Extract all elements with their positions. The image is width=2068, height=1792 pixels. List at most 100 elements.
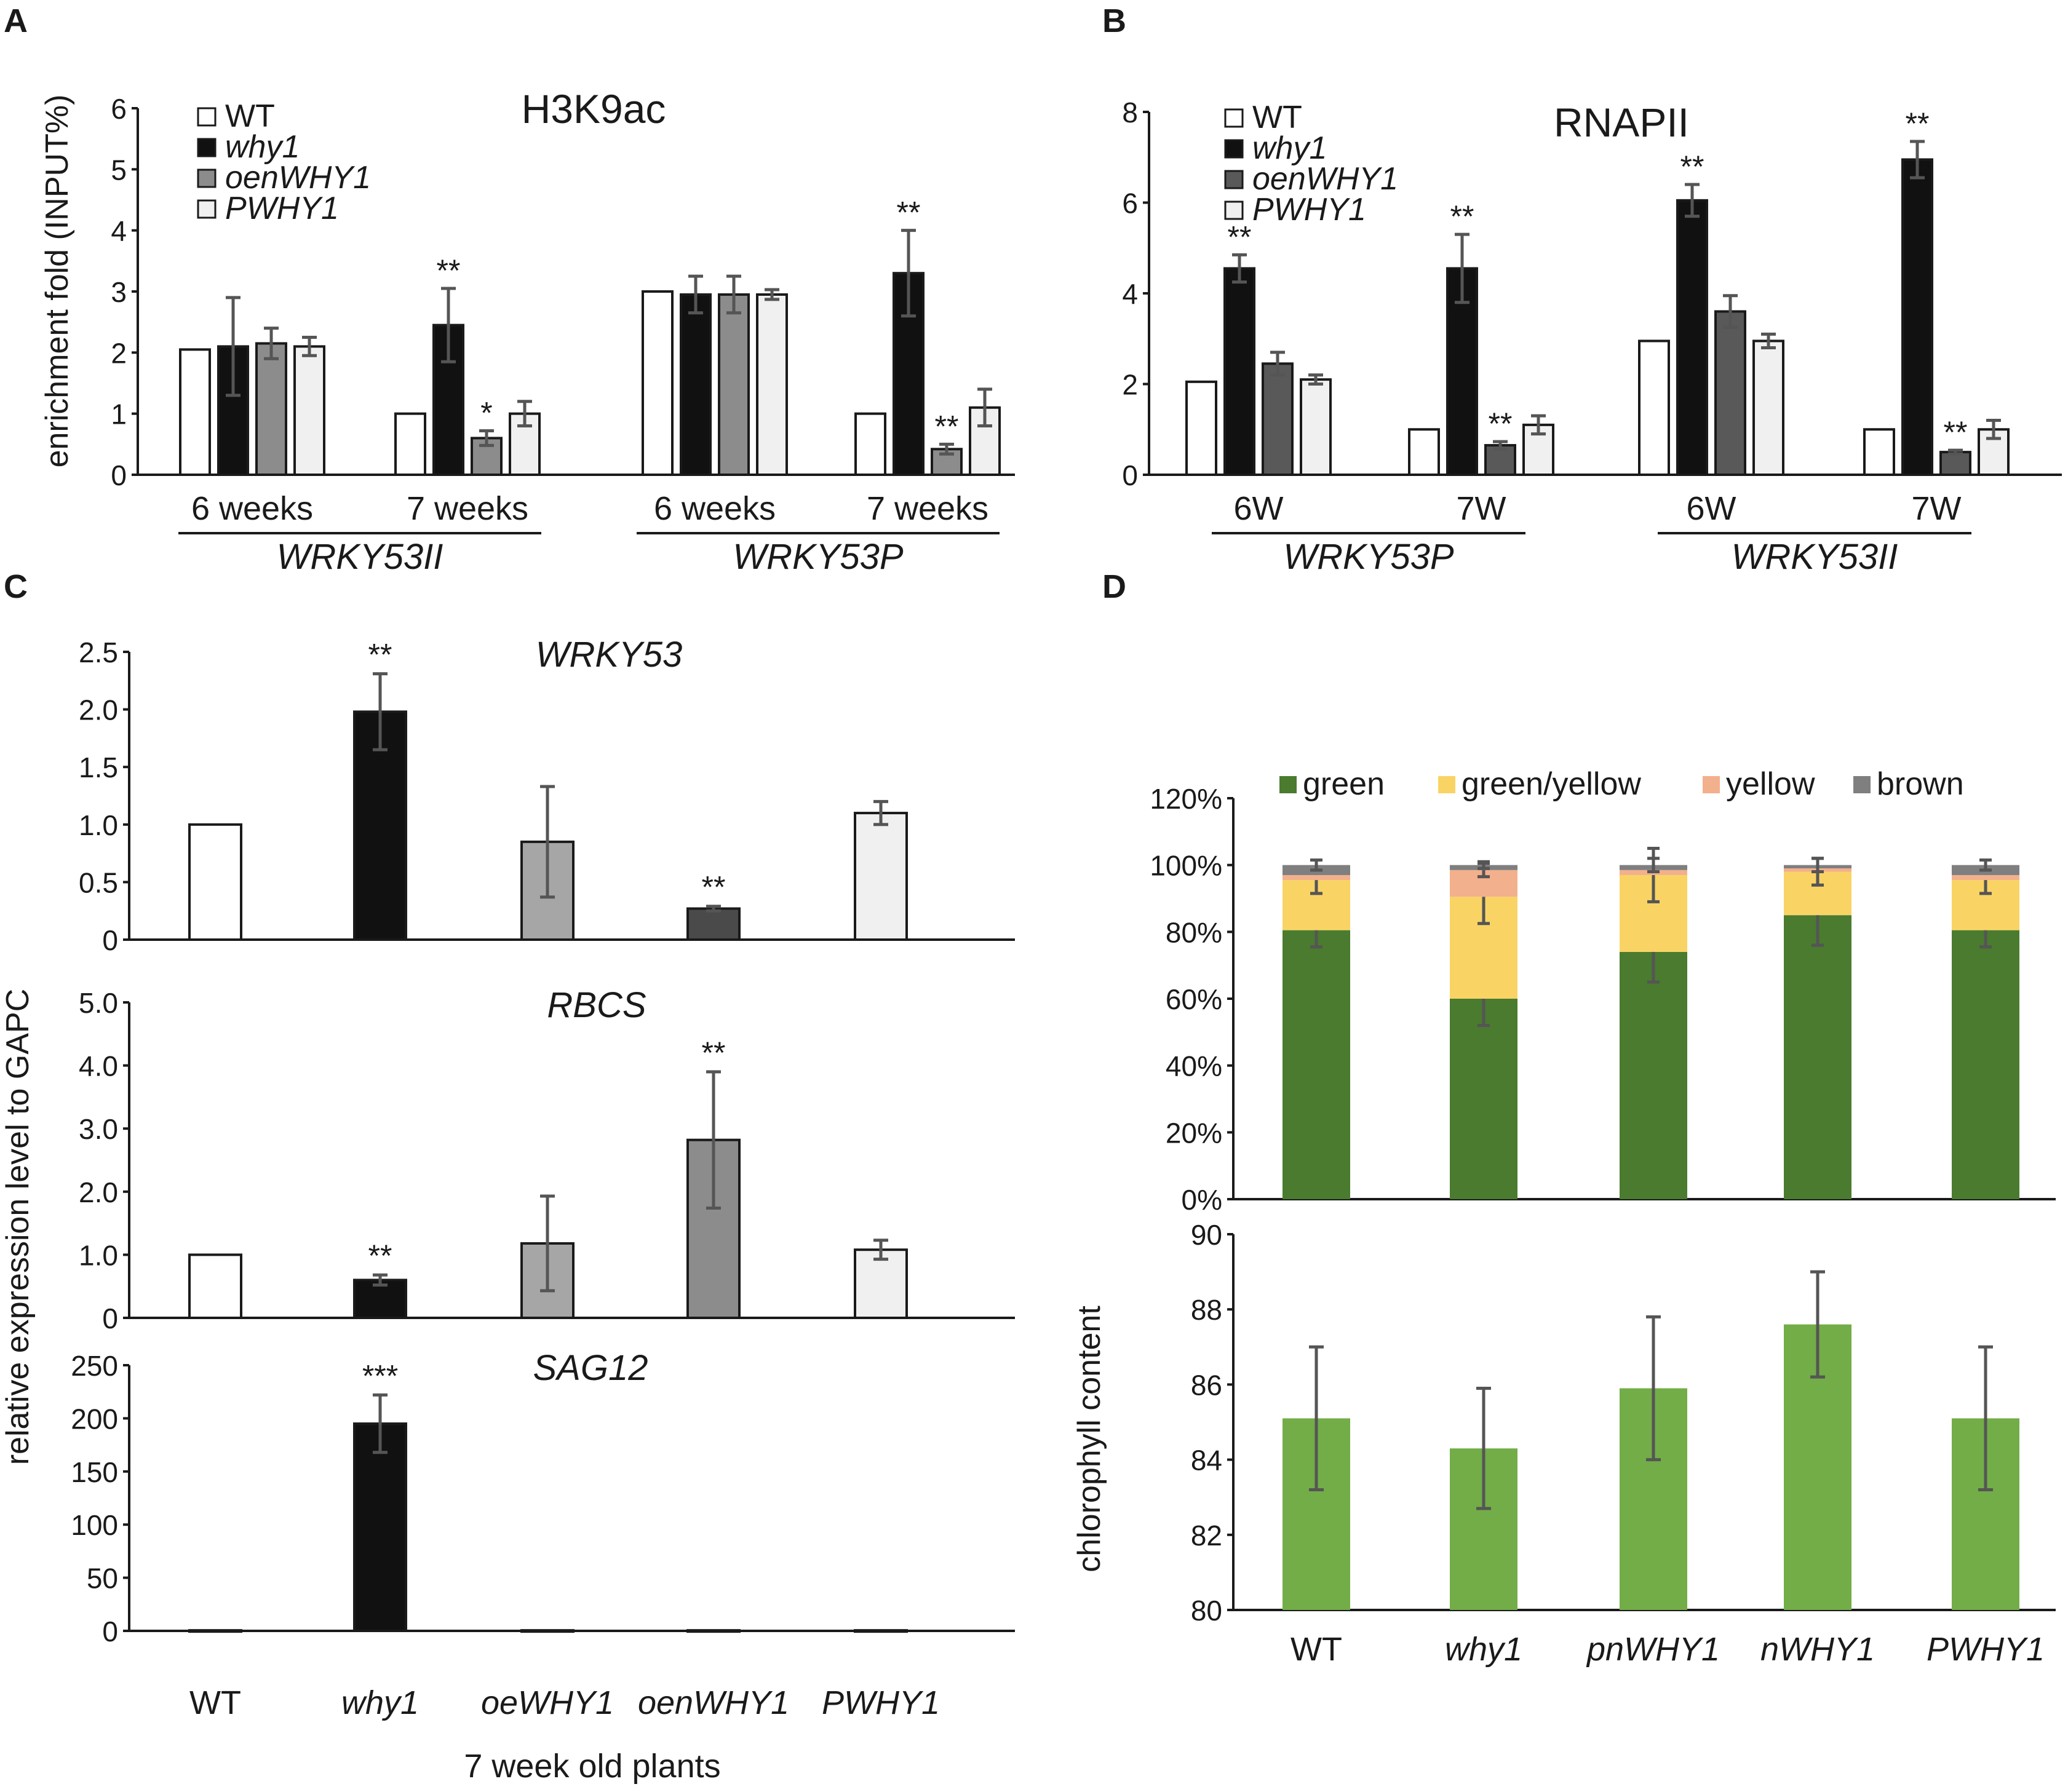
panel-b-group-label: WRKY53II bbox=[1732, 537, 1898, 577]
panel-d-chlorophyll-y-tick-label: 84 bbox=[1191, 1445, 1222, 1477]
panel-c-category-label: why1 bbox=[341, 1684, 419, 1721]
panel-d-legend-label: brown bbox=[1877, 766, 1964, 802]
panel-a-category-label: 6 weeks bbox=[654, 490, 776, 527]
panel-b-label: B bbox=[1102, 2, 1126, 39]
panel-b: B RNAPII 02468**6W****7W**6W****7WWRKY53… bbox=[1102, 2, 2062, 577]
panel-c-rbcs-y-tick-label: 1.0 bbox=[79, 1239, 118, 1271]
panel-c-wrky53-bar-wt bbox=[188, 823, 242, 942]
panel-b-bar-oenwhy1 bbox=[1939, 451, 1971, 476]
panel-c-wrky53-bar-oenwhy1 bbox=[686, 907, 741, 942]
panel-d-chlorophyll-y-tick-label: 80 bbox=[1191, 1595, 1222, 1627]
panel-b-significance-mark: ** bbox=[1906, 106, 1930, 141]
panel-c-sag12-bar-why1 bbox=[353, 1422, 407, 1633]
panel-d-legend-swatch-green bbox=[1279, 776, 1297, 793]
panel-c-rbcs-y-tick-label: 2.0 bbox=[79, 1176, 118, 1208]
panel-b-group-label: WRKY53P bbox=[1283, 537, 1454, 577]
panel-d-label: D bbox=[1102, 568, 1126, 605]
panel-d-legend-label: yellow bbox=[1726, 766, 1815, 802]
panel-c-wrky53-y-tick-label: 2.5 bbox=[79, 636, 118, 668]
panel-c-category-label: oenWHY1 bbox=[638, 1684, 789, 1721]
panel-d-stacked-segment-green bbox=[1620, 951, 1687, 1199]
panel-a-label: A bbox=[4, 2, 28, 39]
panel-c-category-label: oeWHY1 bbox=[481, 1684, 614, 1721]
panel-d-chlorophyll-y-tick-label: 82 bbox=[1191, 1520, 1222, 1552]
panel-a-category-label: 6 weeks bbox=[191, 490, 313, 527]
panel-a-legend-label: why1 bbox=[225, 129, 300, 165]
panel-b-significance-mark: ** bbox=[1489, 406, 1513, 441]
panel-a-y-tick-label: 2 bbox=[111, 337, 127, 369]
panel-c-wrky53-y-tick-label: 0 bbox=[102, 924, 118, 956]
panel-d-stacked-segment-green bbox=[1283, 930, 1350, 1199]
panel-b-bar-wt bbox=[1185, 380, 1217, 476]
panel-a: A H3K9ac enrichment fold (INPUT%) 0 1 2 3 4 5… bbox=[4, 2, 1015, 577]
panel-c-wrky53-y-tick-label: 1.0 bbox=[79, 809, 118, 841]
panel-d-category-label: why1 bbox=[1445, 1631, 1522, 1668]
panel-c-label: C bbox=[4, 568, 28, 605]
panel-b-legend-swatch-pwhy1 bbox=[1224, 200, 1244, 220]
panel-d-stacked-y-tick-label: 60% bbox=[1166, 983, 1222, 1015]
panel-c-wrky53-y-tick-label: 2.0 bbox=[79, 694, 118, 726]
panel-b-bar-wt bbox=[1863, 428, 1895, 476]
panel-c-sag12-bar-oewhy1 bbox=[520, 1629, 575, 1633]
panel-d-stacked-y-tick-label: 40% bbox=[1166, 1050, 1222, 1082]
panel-c-sag12-significance-mark: *** bbox=[362, 1358, 398, 1393]
panel-b-legend-swatch-why1 bbox=[1224, 139, 1244, 159]
panel-b-y-tick-label: 8 bbox=[1122, 97, 1138, 129]
panel-c-wrky53-significance-mark: ** bbox=[702, 870, 726, 905]
panel-c-rbcs-bar-wt bbox=[188, 1253, 242, 1320]
panel-d-category-label: pnWHY1 bbox=[1586, 1631, 1720, 1668]
panel-d-stacked-segment-green bbox=[1952, 930, 2019, 1199]
panel-d-chlorophyll-y-tick-label: 90 bbox=[1191, 1219, 1222, 1251]
panel-a-significance-mark: ** bbox=[437, 253, 461, 288]
panel-b-significance-mark: ** bbox=[1450, 199, 1474, 234]
panel-d-legend: green green/yellow yellow brown bbox=[1279, 766, 1964, 802]
panel-b-bar-wt bbox=[1408, 428, 1440, 476]
panel-c-wrky53-y-tick-label: 0.5 bbox=[79, 866, 118, 898]
panel-b-category-label: 7W bbox=[1457, 490, 1506, 527]
panel-a-bar-why1 bbox=[680, 293, 712, 476]
panel-d-legend-label: green bbox=[1303, 766, 1385, 802]
panel-b-bar-oenwhy1 bbox=[1262, 362, 1294, 476]
panel-c-rbcs-y-tick-label: 0 bbox=[102, 1302, 118, 1334]
panel-d-category-label: nWHY1 bbox=[1760, 1631, 1875, 1668]
panel-d-stacked-segment-green bbox=[1784, 915, 1851, 1199]
panel-a-legend-swatch-why1 bbox=[197, 138, 217, 157]
panel-b-legend-label: oenWHY1 bbox=[1252, 161, 1398, 197]
panel-b-legend-label: PWHY1 bbox=[1252, 192, 1366, 228]
panel-c-sag12-y-tick-label: 200 bbox=[71, 1403, 118, 1435]
panel-b-category-label: 7W bbox=[1912, 490, 1962, 527]
panel-c-rbcs-bar-pwhy1 bbox=[854, 1248, 908, 1320]
panel-b-significance-mark: ** bbox=[1680, 149, 1704, 184]
panel-d-stacked-segment-green bbox=[1450, 999, 1517, 1199]
panel-c-sag12-bar-wt bbox=[188, 1629, 242, 1633]
panel-a-bar-pwhy1 bbox=[756, 293, 788, 476]
panel-b-significance-mark: ** bbox=[1228, 220, 1252, 254]
panel-b-bar-oenwhy1 bbox=[1714, 310, 1746, 476]
panel-a-category-label: 7 weeks bbox=[407, 490, 528, 527]
panel-d-chlorophyll-y-tick-label: 88 bbox=[1191, 1294, 1222, 1326]
panel-b-bar-pwhy1 bbox=[1300, 378, 1332, 476]
panel-c-category-label: PWHY1 bbox=[822, 1684, 940, 1721]
panel-c-sag12-y-tick-label: 0 bbox=[102, 1616, 118, 1647]
panel-d-stacked-y-tick-label: 0% bbox=[1182, 1184, 1222, 1216]
panel-a-significance-mark: * bbox=[480, 395, 492, 430]
panel-a-legend-label: oenWHY1 bbox=[225, 160, 371, 196]
panel-c-rbcs-y-tick-label: 5.0 bbox=[79, 987, 118, 1019]
panel-a-title: H3K9ac bbox=[522, 86, 666, 132]
panel-a-bar-wt bbox=[179, 348, 211, 476]
panel-a-group-label: WRKY53P bbox=[733, 537, 904, 577]
panel-a-y-tick-label: 5 bbox=[111, 154, 127, 186]
panel-b-legend-swatch-wt bbox=[1224, 108, 1244, 128]
panel-c-wrky53-title: WRKY53 bbox=[536, 635, 683, 675]
panel-c-rbcs-y-tick-label: 4.0 bbox=[79, 1050, 118, 1082]
panel-b-significance-mark: ** bbox=[1944, 415, 1968, 450]
panel-d-stacked-y-tick-label: 20% bbox=[1166, 1117, 1222, 1149]
panel-a-bar-oenwhy1 bbox=[718, 293, 750, 476]
panel-b-y-tick-label: 6 bbox=[1122, 188, 1138, 220]
panel-a-legend-label: WT bbox=[225, 98, 275, 134]
panel-d-axes: 0% 20% 40% 60% 80% 100% 120% 80 82 84 86 88 90 WT why1… bbox=[1150, 783, 2056, 1668]
panel-a-group-label: WRKY53II bbox=[277, 537, 443, 577]
